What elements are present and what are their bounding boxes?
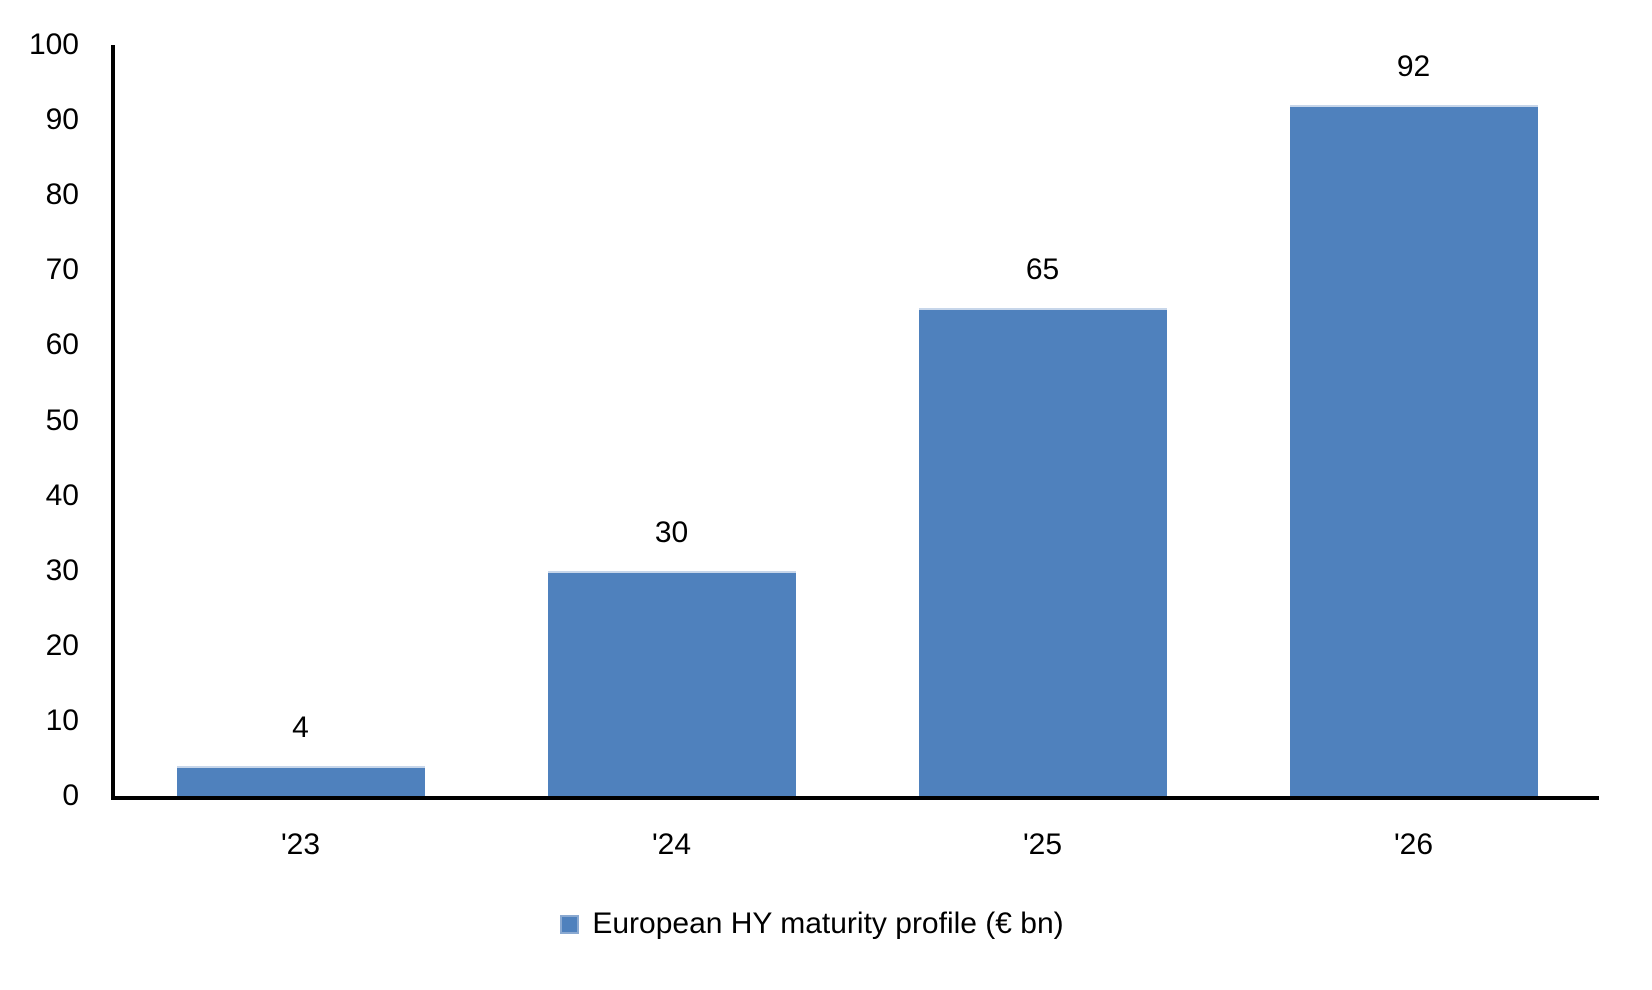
bar-value-label: 30 bbox=[654, 515, 689, 549]
bar-23 bbox=[176, 765, 425, 796]
legend-marker-icon bbox=[560, 914, 580, 934]
y-tick-label: 90 bbox=[45, 103, 79, 137]
legend: European HY maturity profile (€ bn) bbox=[0, 905, 1624, 943]
y-tick-label: 70 bbox=[45, 253, 79, 287]
bar-26 bbox=[1289, 105, 1538, 796]
bar-value-label: 4 bbox=[292, 710, 309, 744]
y-tick-label: 60 bbox=[45, 328, 79, 362]
y-tick-label: 50 bbox=[45, 403, 79, 437]
y-tick-label: 20 bbox=[45, 628, 79, 662]
y-tick-label: 80 bbox=[45, 178, 79, 212]
bar-value-label: 92 bbox=[1396, 50, 1431, 84]
bar-25 bbox=[918, 307, 1167, 796]
y-axis-line bbox=[111, 45, 115, 800]
y-tick-label: 10 bbox=[45, 703, 79, 737]
y-tick-label: 0 bbox=[62, 779, 79, 812]
y-tick-label: 100 bbox=[28, 28, 79, 61]
bar-24 bbox=[547, 570, 796, 796]
x-axis-line bbox=[111, 796, 1599, 800]
bar-value-label: 65 bbox=[1025, 252, 1060, 286]
x-category-label: '24 bbox=[651, 828, 692, 861]
legend-label: European HY maturity profile (€ bn) bbox=[592, 907, 1064, 940]
y-tick-label: 30 bbox=[45, 553, 79, 587]
y-tick-label: 40 bbox=[45, 478, 79, 512]
x-category-label: '23 bbox=[280, 828, 321, 861]
x-category-label: '26 bbox=[1393, 828, 1434, 861]
x-category-label: '25 bbox=[1022, 828, 1063, 861]
